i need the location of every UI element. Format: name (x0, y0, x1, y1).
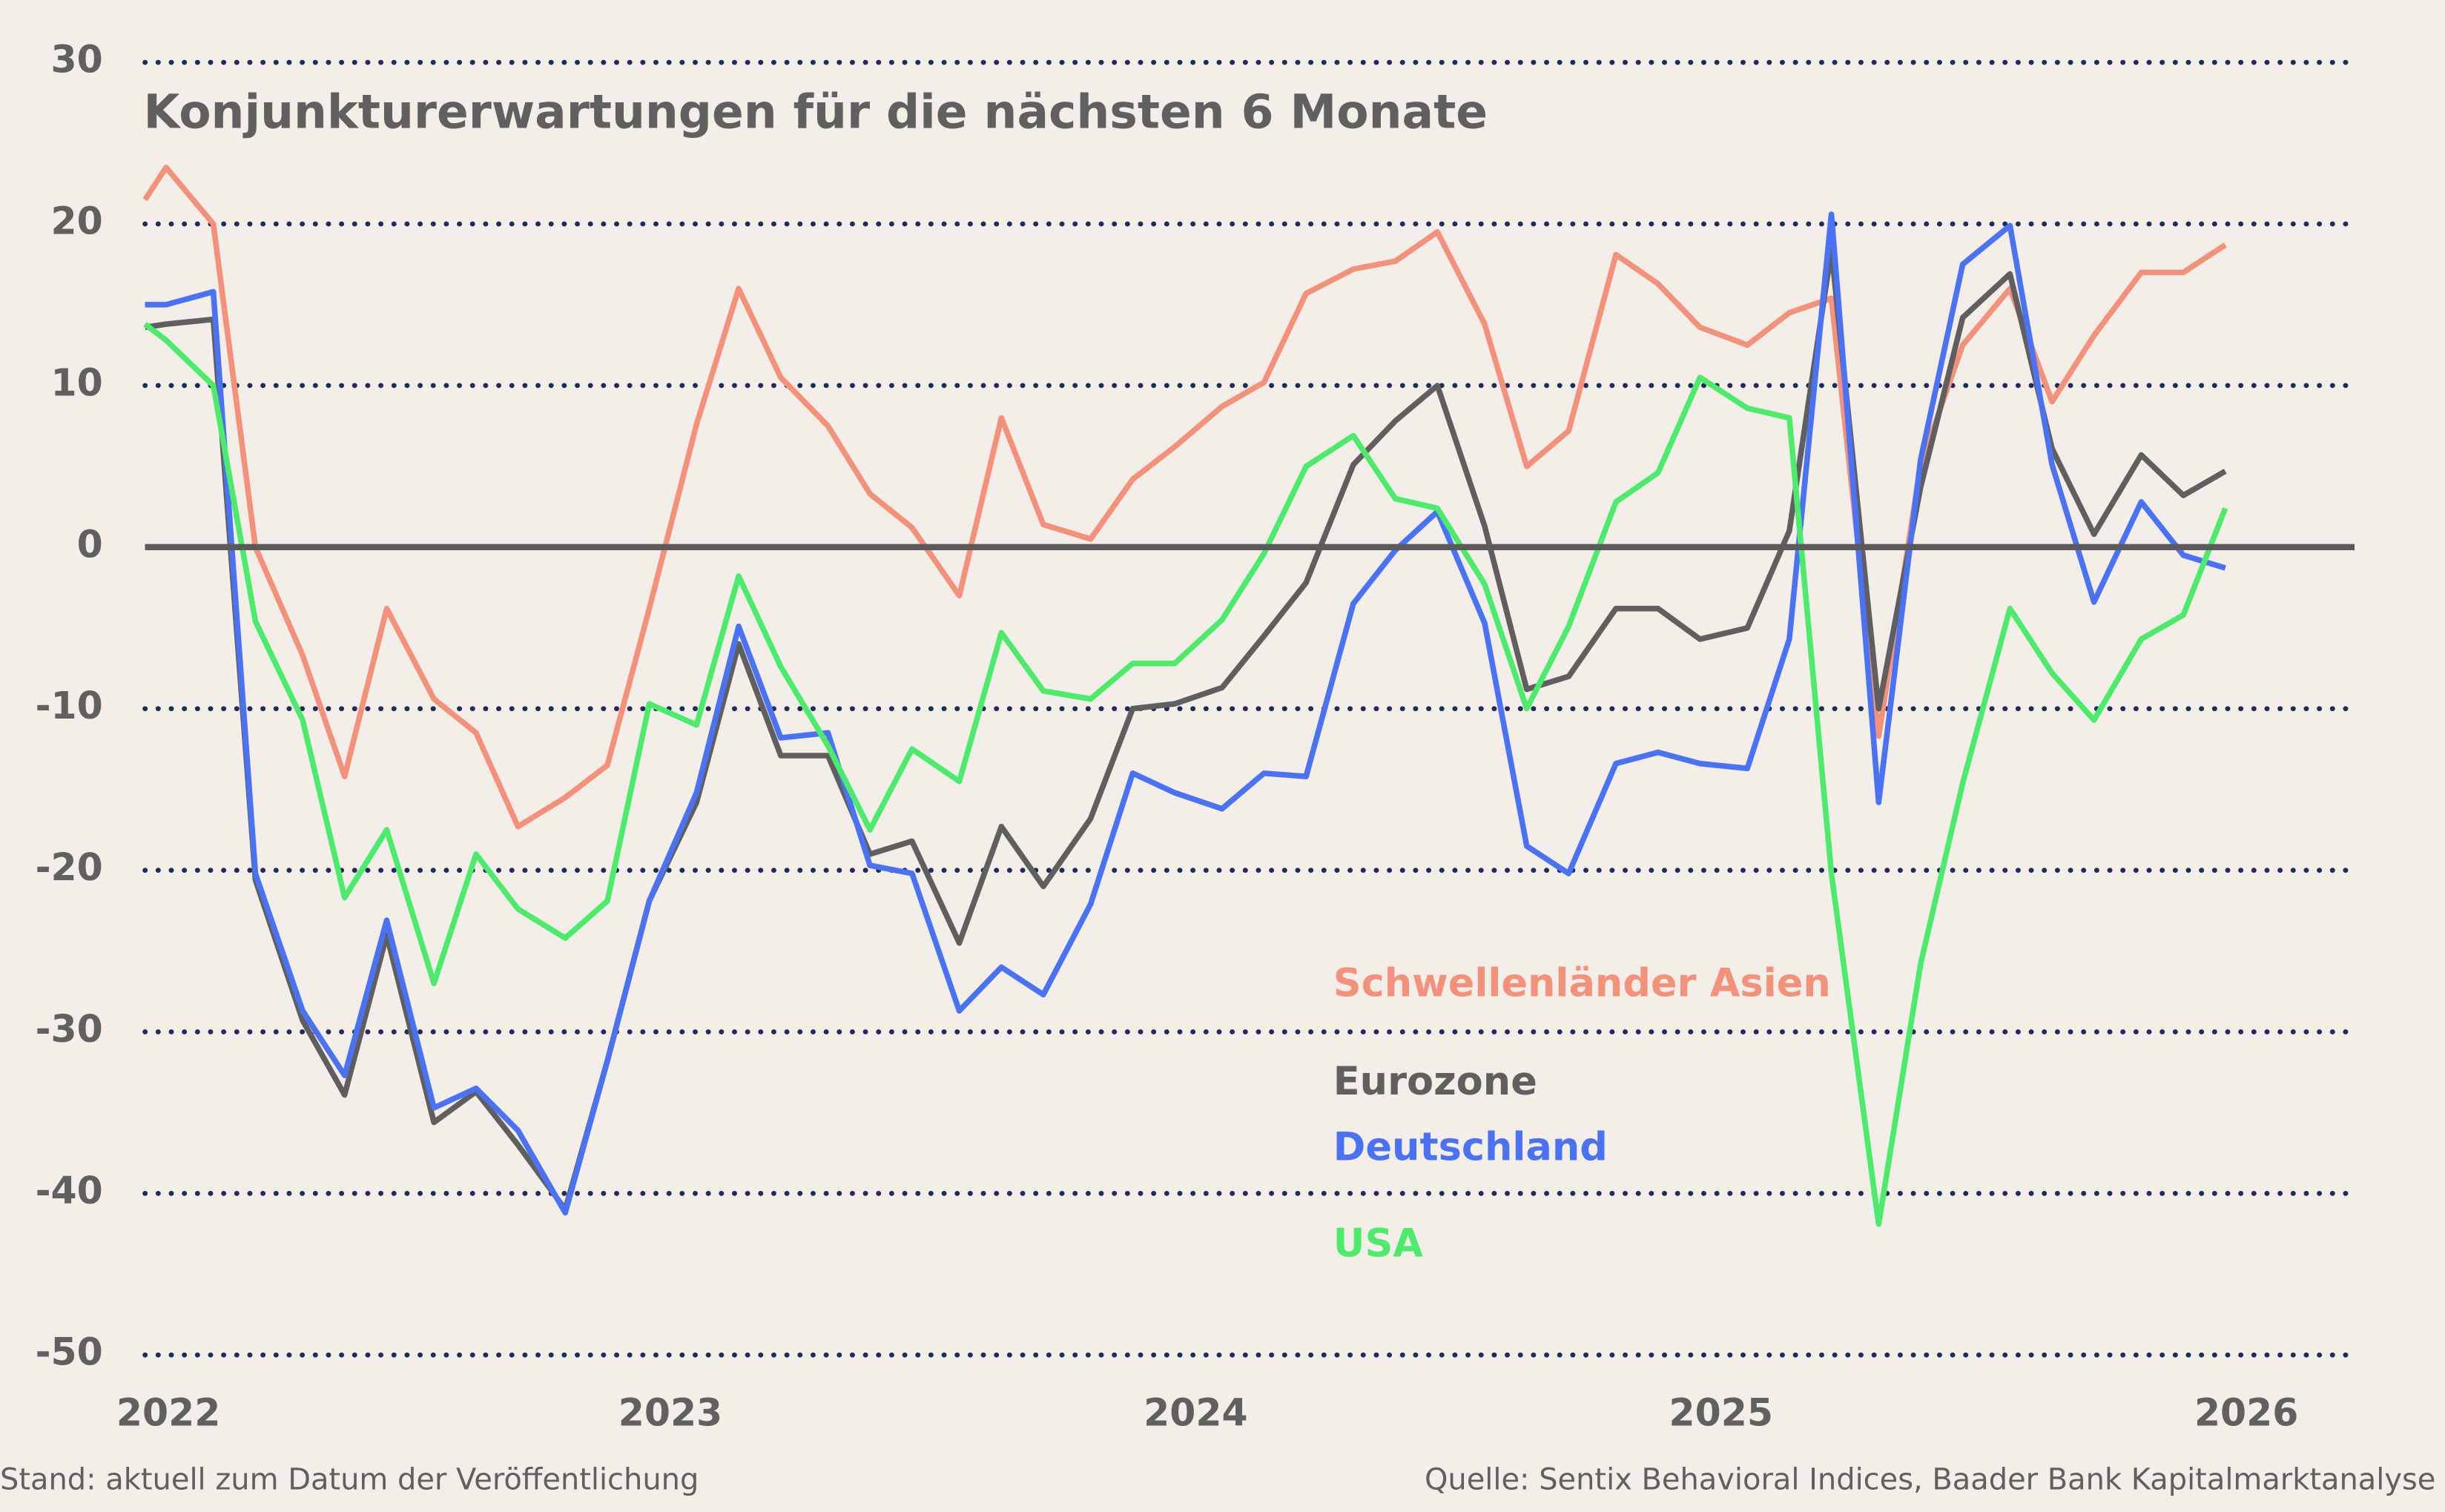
y-tick-label: 10 (51, 360, 103, 404)
legend-label: Eurozone (1333, 1059, 1537, 1104)
chart-title: Konjunkturerwartungen für die nächsten 6… (143, 85, 1488, 139)
y-tick-label: -10 (36, 684, 103, 727)
y-tick-label: 30 (51, 38, 103, 82)
y-tick-label: -20 (36, 845, 103, 889)
y-tick-label: -50 (36, 1330, 103, 1374)
y-tick-label: 0 (77, 522, 103, 566)
x-tick-label: 2022 (116, 1391, 220, 1435)
x-tick-label: 2023 (618, 1391, 722, 1435)
footnote: Stand: aktuell zum Datum der Veröffentli… (0, 1463, 699, 1497)
data-line (143, 322, 2228, 1227)
x-tick-label: 2024 (1144, 1391, 1247, 1435)
x-tick-label: 2025 (1669, 1391, 1773, 1435)
y-tick-label: -30 (36, 1007, 103, 1051)
legend-label: Deutschland (1333, 1124, 1608, 1169)
legend-label: USA (1333, 1221, 1424, 1267)
legend-label: Schwellenländer Asien (1333, 961, 1831, 1006)
x-tick-label: 2026 (2194, 1391, 2298, 1435)
data-line (145, 211, 2226, 1216)
source-note: Quelle: Sentix Behavioral Indices, Baade… (1425, 1463, 2435, 1497)
y-tick-label: -40 (36, 1169, 103, 1212)
data-line (142, 165, 2227, 830)
y-tick-label: 20 (51, 199, 103, 243)
